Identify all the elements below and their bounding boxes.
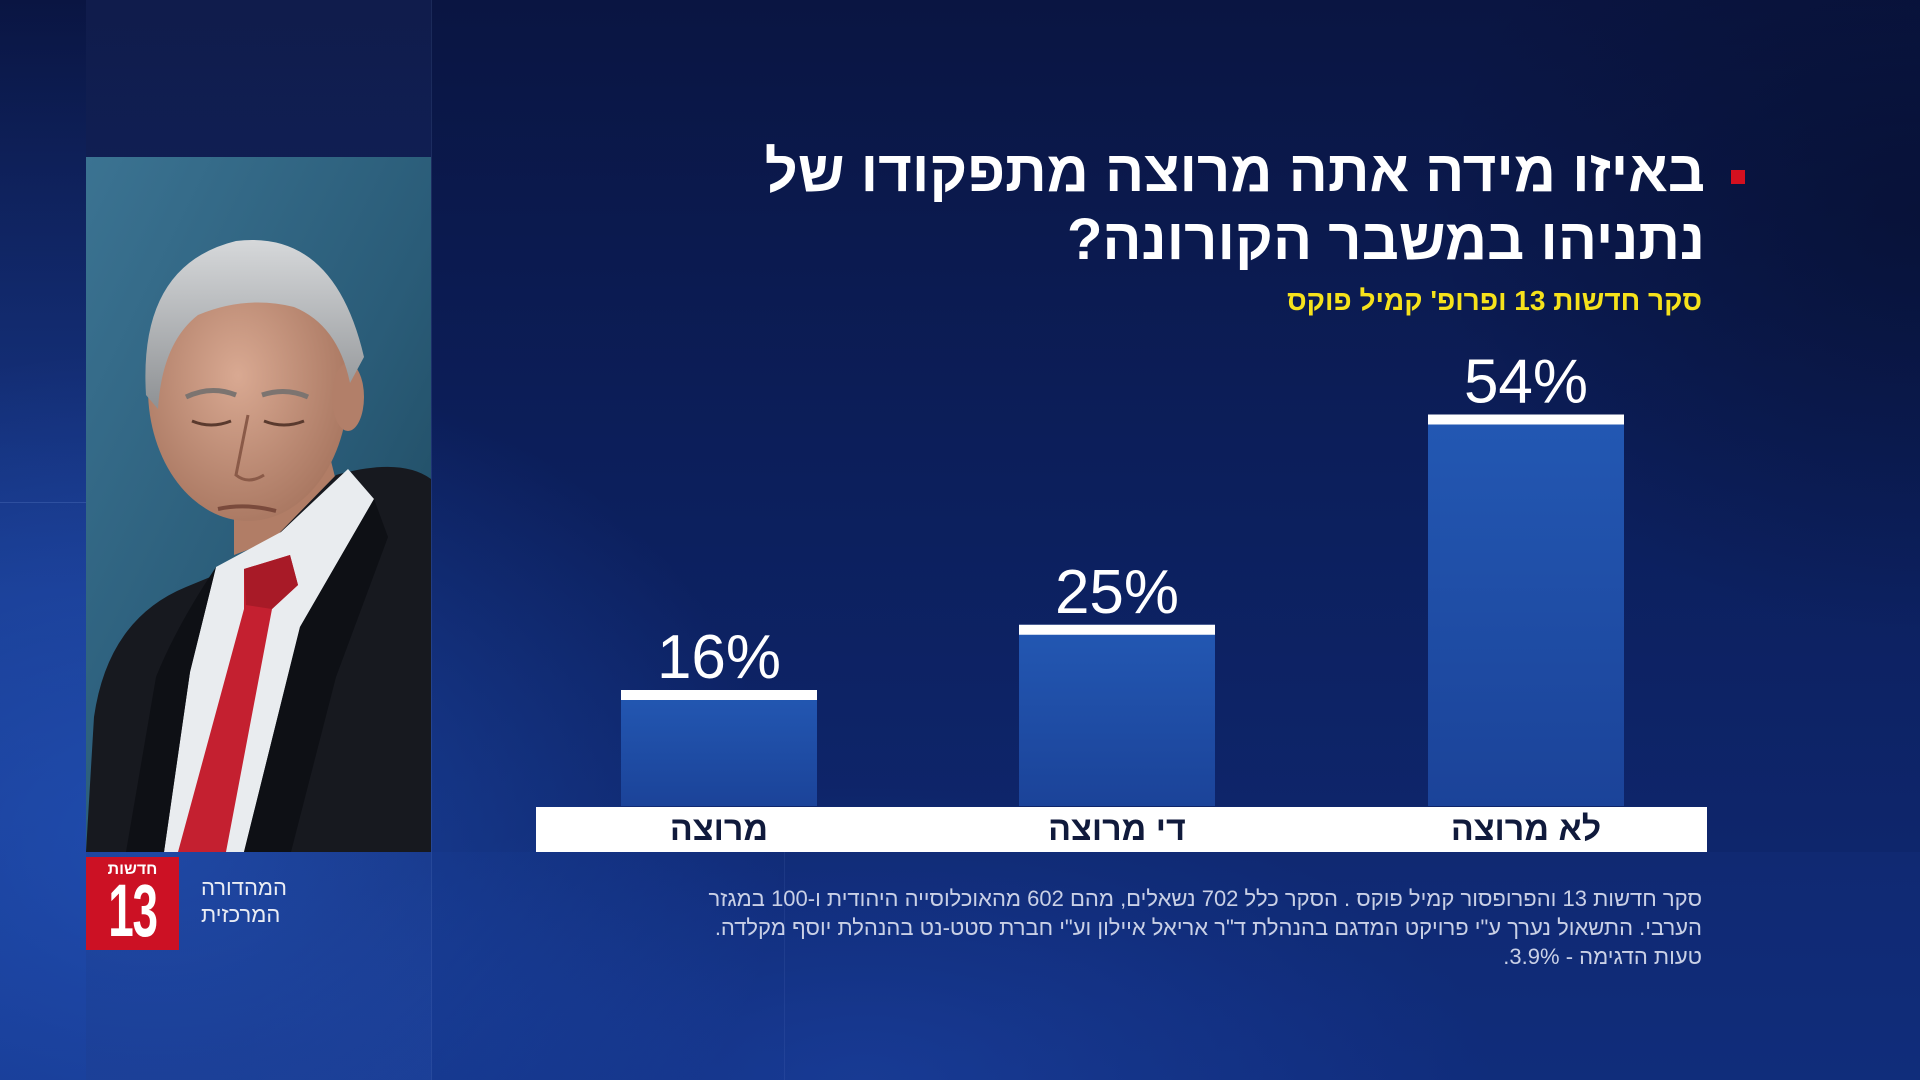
nose (234, 414, 265, 482)
background-divider (0, 502, 86, 503)
labels-group: 16% מרוצה 25% די מרוצה 54% לא מרוצה (657, 348, 1601, 849)
methodology-footnote: סקר חדשות 13 והפרופסור קמיל פוקס . הסקר … (709, 884, 1703, 971)
bar-chart: 16% מרוצה 25% די מרוצה 54% לא מרוצה (536, 348, 1707, 852)
logo-number: 13 (108, 869, 158, 950)
right-eye (263, 419, 305, 427)
right-lapel (244, 499, 388, 852)
value-label-1: 16% (657, 623, 781, 692)
portrait-photo (86, 157, 431, 852)
background-panel-bottom (431, 852, 1920, 1080)
ear (332, 363, 364, 431)
category-label-3: לא מרוצה (1451, 810, 1601, 848)
bar-cap-2 (1019, 624, 1215, 635)
red-tie (178, 555, 298, 852)
tie-knot (244, 555, 298, 609)
chart-title-line: נתניהו במשבר הקורונה? (1067, 207, 1705, 272)
left-lapel (126, 567, 216, 852)
category-label-1: מרוצה (670, 810, 768, 848)
chart-title-line: באיזו מידה אתה מרוצה מתפקודו של (764, 139, 1705, 204)
person-portrait-illustration (86, 157, 431, 852)
bar-3 (1428, 414, 1624, 806)
category-label-band (536, 807, 1707, 852)
chart-title: באיזו מידה אתה מרוצה מתפקודו של נתניהו ב… (765, 138, 1705, 274)
value-label-2: 25% (1055, 558, 1179, 627)
mouth (217, 504, 277, 513)
background-divider (431, 0, 432, 1080)
bar-cap-3 (1428, 414, 1624, 425)
red-square-bullet-icon (1731, 170, 1745, 184)
face (148, 257, 348, 521)
value-label-3: 54% (1464, 348, 1588, 417)
grey-hair (145, 239, 364, 409)
bar-cap-1 (621, 690, 817, 700)
category-label-2: די מרוצה (1048, 810, 1186, 848)
logo-caption: חדשות (107, 861, 158, 878)
bars-group (621, 414, 1624, 806)
footnote-line: הערבי. התשאול נערך ע"י פרויקט המדגם בהנה… (714, 915, 1702, 940)
channel-13-logo: חדשות 13 (86, 857, 179, 950)
footnote-line: טעות הדגימה - 3.9%. (1503, 944, 1702, 969)
bar-2 (1019, 624, 1215, 806)
program-name-line: המרכזית (201, 902, 281, 927)
footnote-line: סקר חדשות 13 והפרופסור קמיל פוקס . הסקר … (708, 886, 1703, 911)
left-eye (191, 419, 232, 427)
program-name-line: המהדורה (201, 875, 287, 900)
left-eyebrow (184, 388, 237, 400)
bar-1 (621, 690, 817, 806)
background-panel-left (0, 0, 86, 1080)
chart-subtitle: סקר חדשות 13 ופרופ' קמיל פוקס (1287, 285, 1702, 316)
program-name: המהדורה המרכזית (201, 874, 341, 928)
background-divider (784, 852, 785, 1080)
right-eyebrow (261, 389, 310, 400)
